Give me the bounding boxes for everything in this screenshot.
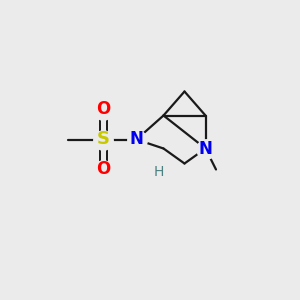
Text: N: N: [130, 130, 143, 148]
Text: N: N: [199, 140, 212, 158]
Text: H: H: [154, 165, 164, 178]
Text: O: O: [96, 160, 111, 178]
Text: S: S: [97, 130, 110, 148]
Text: O: O: [96, 100, 111, 118]
